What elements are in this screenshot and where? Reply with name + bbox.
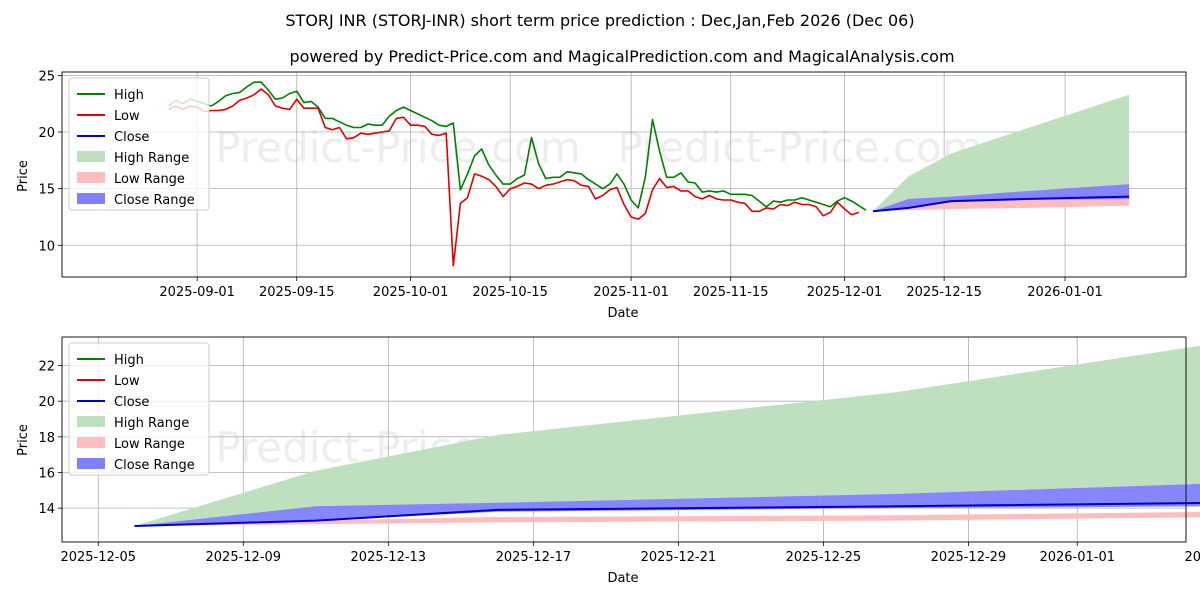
y-tick-label: 22 bbox=[38, 360, 55, 375]
x-tick-label: 2025-11-15 bbox=[693, 285, 769, 300]
chart-title: STORJ INR (STORJ-INR) short term price p… bbox=[285, 11, 914, 30]
legend-label: Low Range bbox=[114, 172, 185, 187]
bottom-series-lines bbox=[134, 502, 1200, 527]
x-tick-label: 2025-10-15 bbox=[472, 285, 548, 300]
high-range-area bbox=[873, 94, 1130, 212]
legend-label: Close bbox=[114, 395, 149, 410]
bottom-axes: 2025-12-05 2025-12-09 2025-12-13 2025-12-17… bbox=[38, 336, 1200, 565]
y-tick-label: 25 bbox=[38, 69, 55, 84]
top-axes: 2025-09-01 2025-09-15 2025-10-01 2025-10-15… bbox=[38, 69, 1187, 300]
legend-label: High bbox=[114, 88, 144, 103]
low-range-area bbox=[134, 511, 1200, 526]
high-series-line bbox=[168, 81, 867, 211]
plot-frame bbox=[61, 71, 1187, 278]
bottom-y-axis-label: Price bbox=[16, 424, 31, 456]
bottom-x-axis-label: Date bbox=[607, 571, 638, 586]
x-tick-label: 2025-10-01 bbox=[373, 285, 449, 300]
legend-swatch bbox=[77, 193, 105, 204]
x-tick-label: 2025-11-01 bbox=[593, 285, 669, 300]
close-series-line bbox=[872, 195, 1130, 213]
y-tick-label: 18 bbox=[38, 431, 55, 446]
legend-label: High bbox=[114, 353, 144, 368]
y-tick-label: 16 bbox=[38, 466, 55, 481]
bottom-legend: High Low Close High Range Low Range Close Ran… bbox=[68, 342, 210, 476]
watermark-text: Predict-Price.com bbox=[215, 123, 580, 172]
top-series-lines bbox=[168, 81, 1130, 267]
x-tick-label: 2025-12-09 bbox=[206, 550, 282, 565]
y-tick-label: 15 bbox=[38, 183, 55, 198]
legend-label: Low bbox=[114, 109, 140, 124]
x-tick-label: 2025-09-15 bbox=[259, 285, 335, 300]
bottom-panel: Predict-Price.com Predict-Price.com 2025… bbox=[16, 336, 1200, 586]
x-tick-label: 2025-12-15 bbox=[906, 285, 982, 300]
x-tick-label: 2025-12-05 bbox=[60, 550, 136, 565]
top-x-axis-label: Date bbox=[607, 306, 638, 321]
chart-subtitle: powered by Predict-Price.com and Magical… bbox=[289, 47, 954, 66]
y-tick-label: 20 bbox=[38, 126, 55, 141]
x-tick-label: 2026-01-01 bbox=[1027, 285, 1103, 300]
x-tick-label: 2025-09-01 bbox=[159, 285, 235, 300]
legend-label: Low bbox=[114, 374, 140, 389]
legend-swatch bbox=[77, 437, 105, 448]
x-tick-label: 2025-12-17 bbox=[496, 550, 572, 565]
close-series-line bbox=[134, 502, 1200, 527]
x-tick-label: 2025-12-25 bbox=[786, 550, 862, 565]
legend-label: Low Range bbox=[114, 437, 185, 452]
low-series-line bbox=[168, 88, 860, 267]
plot-frame bbox=[61, 336, 1187, 543]
x-tick-label: 2026-01-05 bbox=[1184, 550, 1200, 565]
y-tick-label: 10 bbox=[38, 239, 55, 254]
legend-swatch bbox=[77, 416, 105, 427]
legend-swatch bbox=[77, 151, 105, 162]
y-tick-label: 20 bbox=[38, 395, 55, 410]
top-watermark: Predict-Price.com Predict-Price.com bbox=[215, 123, 982, 172]
high-range-area bbox=[134, 345, 1200, 526]
legend-label: Close Range bbox=[114, 458, 195, 473]
legend-label: Close Range bbox=[114, 193, 195, 208]
x-tick-label: 2025-12-29 bbox=[931, 550, 1007, 565]
legend-swatch bbox=[77, 458, 105, 469]
top-y-axis-label: Price bbox=[16, 160, 31, 192]
legend-label: High Range bbox=[114, 416, 189, 431]
x-tick-label: 2025-12-21 bbox=[641, 550, 717, 565]
top-panel: Predict-Price.com Predict-Price.com 2025… bbox=[16, 69, 1187, 321]
close-range-area bbox=[873, 184, 1130, 212]
top-legend: High Low Close High Range Low Range Close Ran… bbox=[68, 77, 210, 211]
legend-swatch bbox=[77, 172, 105, 183]
legend-label: High Range bbox=[114, 151, 189, 166]
x-tick-label: 2025-12-01 bbox=[807, 285, 883, 300]
watermark-text: Predict-Price.com bbox=[617, 123, 982, 172]
y-tick-label: 14 bbox=[38, 502, 55, 517]
legend-label: Close bbox=[114, 130, 149, 145]
x-tick-label: 2025-12-13 bbox=[351, 550, 427, 565]
x-tick-label: 2026-01-01 bbox=[1039, 550, 1115, 565]
